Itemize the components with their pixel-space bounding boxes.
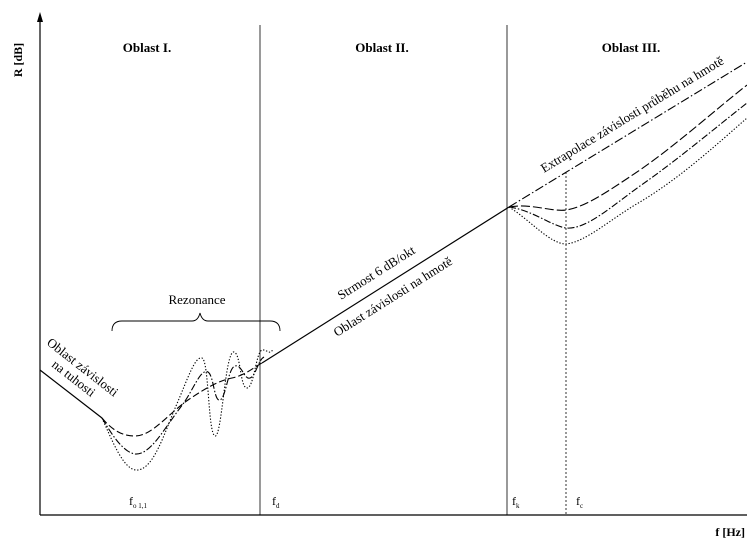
freq-fd-sub: d	[276, 502, 280, 510]
x-axis-label: f [Hz]	[715, 525, 745, 539]
coincidence-curve-dotted	[508, 117, 747, 245]
freq-label-fk: fk	[512, 494, 520, 510]
resonance-curve-dotted	[101, 348, 274, 471]
freq-fk-sub: k	[516, 502, 520, 510]
extrapolation-line	[508, 61, 747, 208]
region-title-1: Oblast I.	[123, 40, 171, 55]
region-title-2: Oblast II.	[355, 40, 408, 55]
extrapolation-label: Extrapolace závislosti průběhu na hmotě	[538, 53, 727, 176]
freq-label-fc: fc	[576, 494, 583, 510]
stiffness-line	[39, 369, 103, 419]
freq-f0-main: f	[129, 494, 133, 508]
freq-fd-main: f	[272, 494, 276, 508]
freq-f0-sub: o 1,1	[133, 502, 148, 510]
resonance-curve-dashdot	[101, 356, 265, 455]
y-axis-label: R [dB]	[11, 43, 25, 77]
freq-fk-main: f	[512, 494, 516, 508]
resonance-curve-dashed	[101, 362, 263, 437]
coincidence-curve-dashed	[508, 84, 747, 211]
mass-law-line	[261, 206, 510, 364]
resonance-label: Rezonance	[168, 292, 225, 307]
coincidence-curve-dashdot	[508, 102, 747, 229]
y-axis-arrow	[37, 12, 43, 22]
region-title-3: Oblast III.	[602, 40, 661, 55]
freq-label-fd: fd	[272, 494, 280, 510]
freq-label-f0: fo 1,1	[129, 494, 148, 510]
freq-fc-main: f	[576, 494, 580, 508]
freq-fc-sub: c	[580, 502, 583, 510]
resonance-brace	[111, 312, 281, 332]
